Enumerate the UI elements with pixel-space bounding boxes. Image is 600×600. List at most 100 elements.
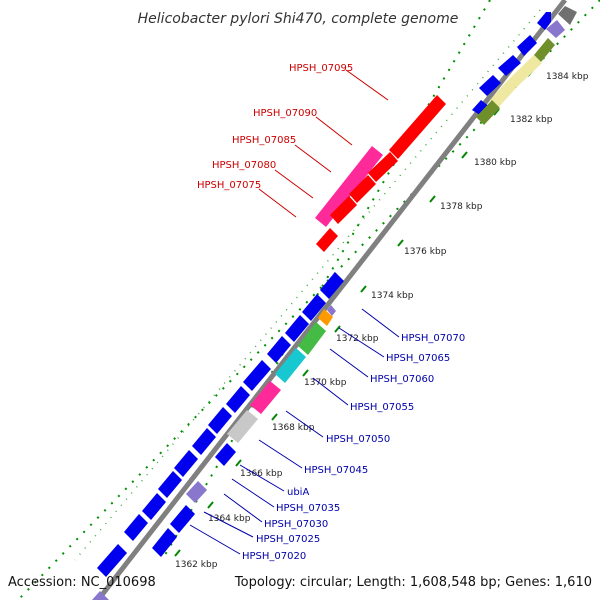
leader-line xyxy=(338,327,385,358)
tick-label: 1364 kbp xyxy=(208,514,251,524)
gene-feature xyxy=(186,481,207,503)
leader-line xyxy=(285,410,324,438)
gene-label: HPSH_07050 xyxy=(326,434,390,445)
tick-labels: 1362 kbp 1364 kbp 1366 kbp 1368 kbp 1370… xyxy=(175,72,589,570)
gene-label: HPSH_07020 xyxy=(242,551,306,562)
leader-line xyxy=(231,478,275,508)
gene-feature xyxy=(316,228,338,252)
leader-line xyxy=(315,116,353,146)
gene-feature xyxy=(243,360,271,391)
gene-feature xyxy=(170,505,195,533)
leader-line xyxy=(361,308,400,338)
leader-line xyxy=(189,524,241,555)
red-gene-labels: HPSH_07095 HPSH_07090 HPSH_07085 HPSH_07… xyxy=(197,63,353,191)
tick-mark xyxy=(493,108,500,116)
blue-gene-labels: HPSH_07070 HPSH_07065 HPSH_07060 HPSH_07… xyxy=(242,333,465,562)
gene-label: HPSH_07095 xyxy=(289,63,353,74)
gene-feature xyxy=(97,544,127,577)
tick-mark xyxy=(271,413,278,421)
gene-feature xyxy=(174,450,198,477)
gene-feature xyxy=(142,493,166,520)
gene-feature xyxy=(152,528,177,557)
leader-line xyxy=(258,439,303,469)
gene-feature xyxy=(215,443,236,466)
tick-label: 1366 kbp xyxy=(240,469,283,479)
gene-feature xyxy=(158,471,182,498)
gene-label: HPSH_07085 xyxy=(232,135,296,146)
tick-mark xyxy=(302,369,309,377)
gene-label: HPSH_07025 xyxy=(256,534,320,545)
gene-feature xyxy=(192,428,216,455)
tick-mark xyxy=(397,239,404,247)
gene-feature xyxy=(498,55,521,76)
gene-feature xyxy=(267,336,291,363)
leader-line xyxy=(329,348,369,378)
dotted-guides xyxy=(19,0,600,599)
gene-feature xyxy=(330,196,357,224)
tick-mark xyxy=(461,151,468,159)
tick-mark xyxy=(360,285,367,293)
red-gene-leaders xyxy=(258,69,389,218)
tick-label: 1376 kbp xyxy=(404,247,447,257)
gene-feature xyxy=(537,12,551,30)
gene-feature xyxy=(318,309,333,326)
leader-line xyxy=(312,377,349,406)
gene-feature xyxy=(517,35,537,56)
gene-feature xyxy=(508,55,542,88)
gene-label: HPSH_07075 xyxy=(197,180,261,191)
gene-label: ubiA xyxy=(287,487,309,498)
blue-gene-leaders xyxy=(189,308,400,555)
gene-feature xyxy=(320,272,344,299)
gene-features xyxy=(92,6,577,600)
gene-feature xyxy=(558,6,577,25)
tick-label: 1368 kbp xyxy=(272,423,315,433)
tick-label: 1374 kbp xyxy=(371,291,414,301)
gene-feature xyxy=(534,38,555,62)
outer-tick-guide xyxy=(164,0,491,556)
gene-label: HPSH_07090 xyxy=(253,108,317,119)
gene-feature xyxy=(327,305,336,316)
leader-line xyxy=(294,144,332,173)
gene-label: HPSH_07045 xyxy=(304,465,368,476)
tick-label: 1372 kbp xyxy=(336,334,379,344)
gene-feature xyxy=(479,75,501,96)
accession-label: Accession: NC_010698 xyxy=(8,575,156,590)
tick-mark xyxy=(334,325,341,333)
topology-label: Topology: circular; Length: 1,608,548 bp… xyxy=(234,575,592,590)
gene-feature xyxy=(302,294,326,321)
gene-feature xyxy=(275,348,306,383)
gene-label: HPSH_07065 xyxy=(386,353,450,364)
tick-label: 1370 kbp xyxy=(304,378,347,388)
gene-feature xyxy=(208,407,232,434)
gene-feature xyxy=(368,152,398,182)
gene-feature xyxy=(226,386,250,413)
tick-label: 1378 kbp xyxy=(440,202,483,212)
inner-dot-guide xyxy=(74,9,541,561)
tick-label: 1380 kbp xyxy=(474,158,517,168)
gene-feature xyxy=(124,514,148,541)
gene-feature xyxy=(298,322,326,355)
gene-feature xyxy=(92,591,109,600)
leader-line xyxy=(258,188,297,218)
gene-feature xyxy=(389,95,446,159)
leader-line xyxy=(239,464,285,492)
gene-feature xyxy=(285,315,309,342)
tick-mark xyxy=(207,501,214,509)
gene-feature xyxy=(476,100,500,125)
gene-label: HPSH_07030 xyxy=(264,519,328,530)
map-title: Helicobacter pylori Shi470, complete gen… xyxy=(138,11,459,27)
leader-line xyxy=(223,493,263,523)
gene-label: HPSH_07080 xyxy=(212,160,276,171)
tick-label: 1362 kbp xyxy=(175,560,218,570)
gene-feature xyxy=(315,146,383,227)
leader-line xyxy=(203,511,254,538)
tick-label: 1384 kbp xyxy=(546,72,589,82)
gene-feature xyxy=(546,20,565,38)
tick-marks xyxy=(174,69,534,557)
gene-label: HPSH_07035 xyxy=(276,503,340,514)
gene-label: HPSH_07055 xyxy=(350,402,414,413)
tick-mark xyxy=(429,195,436,203)
tick-mark xyxy=(174,549,181,557)
